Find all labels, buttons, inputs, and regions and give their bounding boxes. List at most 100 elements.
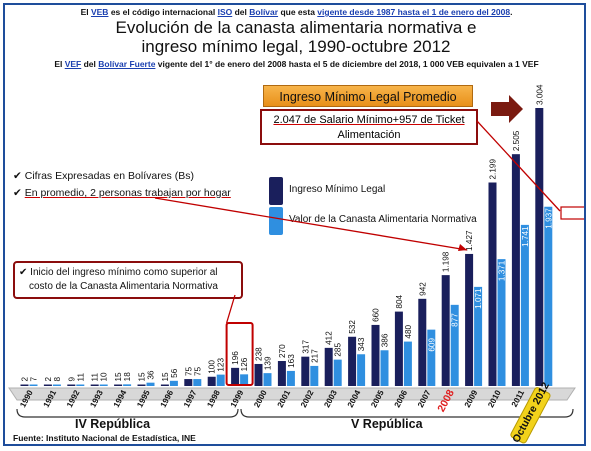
bar-canasta-2011: [520, 224, 529, 386]
imlp-line2: Alimentación: [337, 129, 401, 141]
bar-canasta-1993: [99, 384, 108, 386]
bullet-item: ✔ Cifras Expresadas en Bolívares (Bs): [13, 168, 231, 185]
data-label-canasta: 18: [123, 372, 132, 382]
arrow-head: [458, 244, 467, 251]
veb-note-part: del: [232, 7, 250, 17]
bar-ingreso-2008: [441, 275, 450, 386]
vigente-link[interactable]: vigente desde 1987 hasta el 1 de enero d…: [317, 7, 511, 17]
data-label-ingreso: 100: [208, 360, 217, 374]
vef-link[interactable]: VEF: [64, 59, 82, 69]
bar-ingreso-2001: [277, 361, 286, 386]
data-label-canasta: 75: [193, 367, 202, 377]
bar-canasta-2003: [333, 359, 342, 386]
bar-canasta-1991: [52, 384, 61, 386]
bar-ingreso-2007: [418, 298, 427, 386]
data-label-canasta: 1.741: [521, 226, 530, 247]
chart-title: Evolución de la canasta alimentaria norm…: [115, 18, 477, 56]
data-label-canasta: 609: [427, 338, 436, 352]
bar-ingreso-1993: [90, 384, 99, 386]
data-label-canasta: 123: [217, 358, 226, 372]
data-label-ingreso: 317: [301, 340, 310, 354]
inicio-text: Inicio del ingreso mínimo como superior …: [30, 267, 218, 278]
bar-ingreso-1997: [184, 379, 193, 386]
bar-canasta-1994: [123, 384, 132, 386]
data-label-ingreso: 2: [21, 377, 30, 382]
data-label-canasta: 56: [170, 368, 179, 378]
data-label-ingreso: 942: [418, 282, 427, 296]
data-label-canasta: 877: [451, 313, 460, 327]
bar-ingreso-1995: [137, 384, 146, 386]
bar-ingreso-2010: [488, 182, 497, 386]
data-label-ingreso: 15: [114, 372, 123, 382]
data-label-canasta: 126: [240, 357, 249, 371]
data-label-canasta: 163: [287, 354, 296, 368]
bar-ingreso-Octubre-2012: [535, 108, 544, 386]
bar-ingreso-2011: [511, 154, 520, 386]
bar-ingreso-2003: [324, 347, 333, 386]
bar-ingreso-1996: [160, 384, 169, 386]
legend-swatch-ingreso: [269, 177, 283, 205]
chart-frame: El VEB es el código internacional ISO de…: [3, 3, 586, 446]
bar-ingreso-1994: [114, 384, 123, 386]
bar-ingreso-2005: [371, 324, 380, 386]
bar-canasta-1998: [216, 374, 225, 386]
legend-label-canasta: Valor de la Canasta Alimentaria Normativ…: [289, 214, 477, 225]
bar-ingreso-1999: [231, 367, 240, 386]
era-label-iv: IV República: [75, 417, 151, 431]
bar-canasta-2006: [403, 341, 412, 386]
bar-canasta-1990: [29, 384, 38, 386]
bar-canasta-2001: [286, 370, 295, 386]
data-label-ingreso: 2.505: [512, 130, 521, 151]
data-label-ingreso: 75: [184, 367, 193, 377]
data-label-ingreso: 270: [278, 344, 287, 358]
bar-canasta-2008: [450, 304, 459, 386]
bar-canasta-2007: [427, 329, 436, 386]
inicio-box: ✔ Inicio del ingreso mínimo como superio…: [13, 261, 243, 299]
bar-canasta-1996: [169, 380, 178, 386]
bar-ingreso-2000: [254, 363, 263, 386]
era-label-v: V República: [351, 417, 423, 431]
legend-swatch-canasta: [269, 207, 283, 235]
data-label-ingreso: 15: [161, 372, 170, 382]
imlp-title-box: Ingreso Mínimo Legal Promedio: [263, 85, 473, 107]
data-label-canasta: 386: [381, 333, 390, 347]
chart-floor: [8, 387, 576, 401]
octubre-badge: [510, 387, 551, 444]
data-label-canasta: 1.371: [498, 260, 507, 281]
inicio-line2: costo de la Canasta Alimentaria Normativ…: [29, 281, 218, 292]
bar-ingreso-2004: [348, 336, 357, 386]
vef-note-part: del: [81, 59, 99, 69]
label-box-1937: [560, 206, 584, 220]
veb-link[interactable]: VEB: [90, 7, 109, 17]
connector-line-bullet: [154, 197, 468, 251]
imlp-detail-box: 2.047 de Salario Mínimo+957 de Ticket Al…: [260, 109, 478, 145]
bolivar-link[interactable]: Bolívar: [249, 7, 279, 17]
vef-note-part: El: [54, 59, 65, 69]
block-arrow: [491, 95, 523, 123]
bullet-text: En promedio, 2 personas trabajan por hog…: [24, 187, 231, 199]
data-label-canasta: 10: [100, 372, 109, 382]
bar-canasta-1997: [193, 379, 202, 386]
source-note: Fuente: Instituto Nacional de Estadístic…: [13, 433, 196, 443]
veb-note-part: es el código internacional: [108, 7, 218, 17]
check-icon: ✔: [19, 267, 28, 278]
bar-canasta-2004: [357, 354, 366, 386]
bar-canasta-2002: [310, 365, 319, 386]
iso-link[interactable]: ISO: [217, 7, 233, 17]
data-label-ingreso: 1.198: [442, 251, 451, 272]
data-label-ingreso: 196: [231, 351, 240, 365]
bar-canasta-2010: [497, 259, 506, 386]
veb-note-part: El: [80, 7, 91, 17]
bar-ingreso-2009: [465, 253, 474, 386]
veb-note-part: .: [510, 7, 513, 17]
bullet-item: ✔ En promedio, 2 personas trabajan por h…: [13, 185, 231, 202]
data-label-ingreso: 2.199: [489, 159, 498, 180]
inicio-line1: ✔ Inicio del ingreso mínimo como superio…: [19, 266, 241, 280]
data-label-canasta: 343: [357, 337, 366, 351]
connector-line-imlp: [476, 120, 561, 212]
data-label-ingreso: 238: [255, 347, 264, 361]
bar-canasta-1992: [76, 384, 85, 386]
bolivar-fuerte-link[interactable]: Bolívar Fuerte: [98, 59, 156, 69]
bullet-text: Cifras Expresadas en Bolívares (Bs): [24, 170, 194, 182]
data-label-ingreso: 804: [395, 294, 404, 308]
